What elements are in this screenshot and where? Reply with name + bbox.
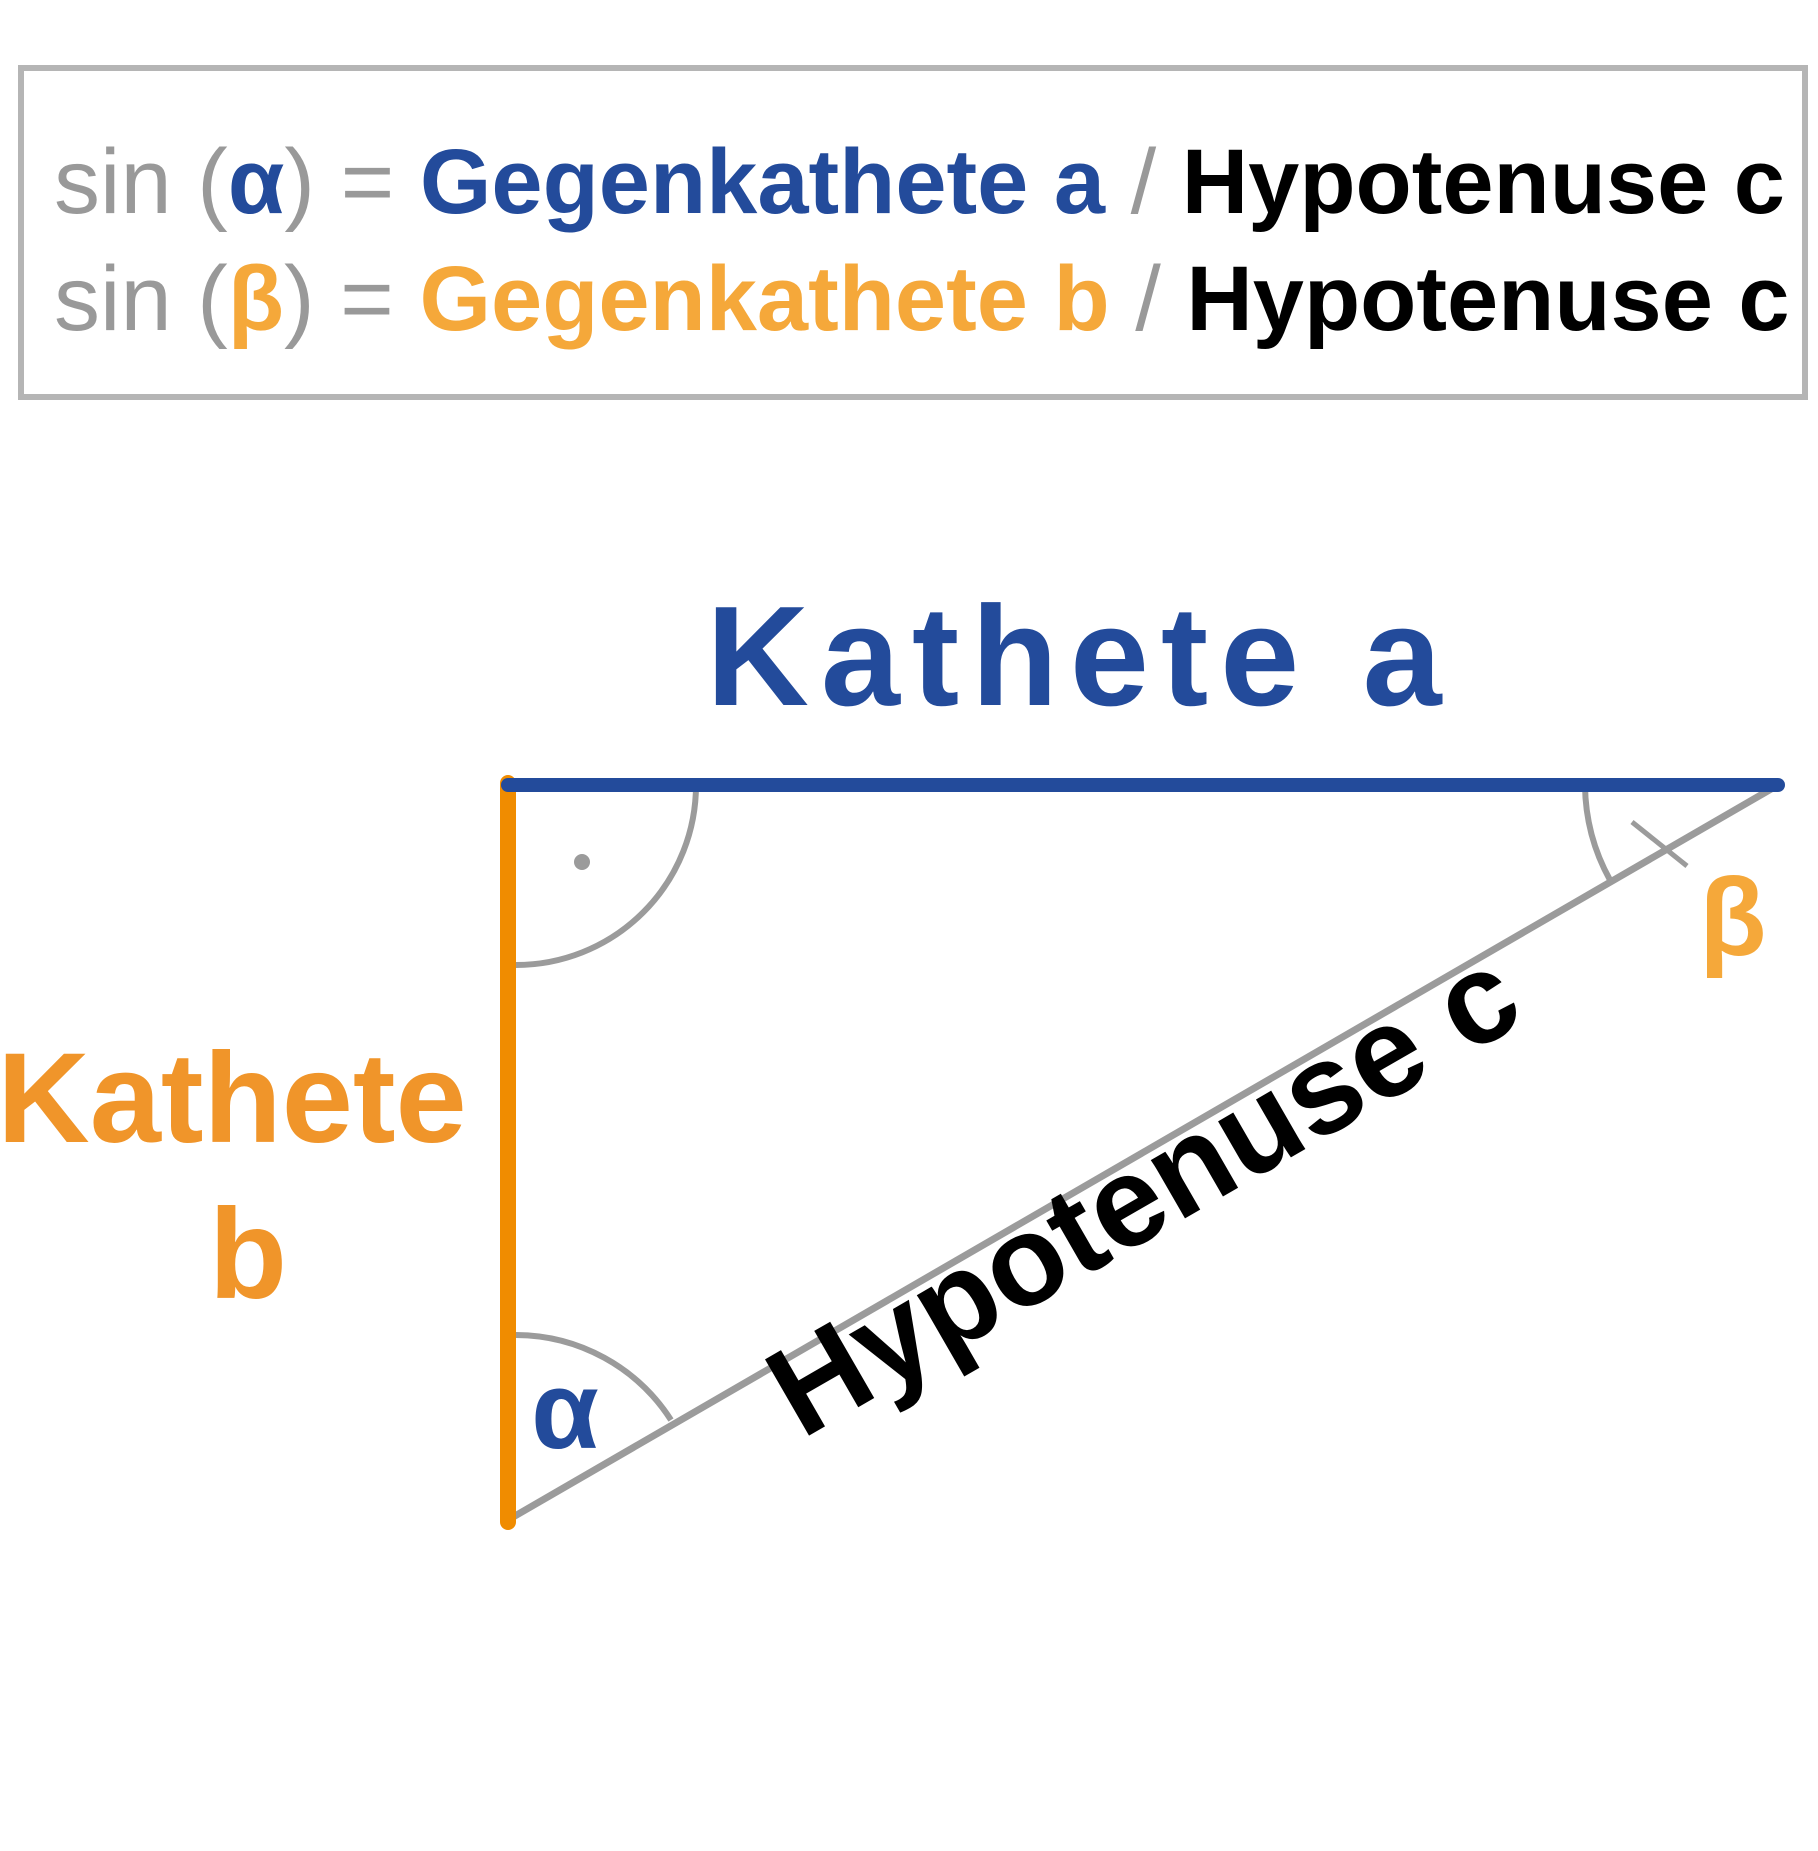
formula-slash: / <box>1135 248 1161 350</box>
angle-beta-label: β <box>1699 856 1766 979</box>
formula-close-paren: ) <box>284 131 316 233</box>
right-angle-dot <box>574 854 590 870</box>
formula-box: sin (α) = Gegenkathete a / Hypotenuse c … <box>18 65 1808 400</box>
formula-function: sin <box>54 248 172 350</box>
side-a-label: Kathete a <box>706 577 1453 736</box>
side-b-label-line1: Kathete <box>0 1027 467 1170</box>
formula-angle-beta: β <box>227 248 284 350</box>
formula-equals: = <box>340 248 394 350</box>
formula-slash: / <box>1130 131 1157 233</box>
angle-alpha-label: α <box>531 1349 599 1472</box>
formula-angle-alpha: α <box>227 131 285 233</box>
formula-numerator-a: Gegenkathete a <box>419 131 1106 233</box>
formula-sin-alpha: sin (α) = Gegenkathete a / Hypotenuse c <box>54 136 1785 228</box>
formula-equals: = <box>340 131 395 233</box>
hypotenuse-label: Hypotenuse c <box>744 921 1542 1464</box>
side-b-label-line2: b <box>209 1183 287 1326</box>
beta-arc <box>1582 784 1613 882</box>
hypotenuse-line <box>506 781 1780 1524</box>
formula-denominator: Hypotenuse c <box>1181 131 1785 233</box>
right-angle-arc <box>515 784 699 968</box>
formula-function: sin <box>54 131 172 233</box>
formula-numerator-b: Gegenkathete b <box>419 248 1110 350</box>
beta-tick-mark <box>1630 820 1689 868</box>
formula-open-paren: ( <box>197 248 228 350</box>
formula-sin-beta: sin (β) = Gegenkathete b / Hypotenuse c <box>54 253 1790 345</box>
formula-denominator: Hypotenuse c <box>1186 248 1790 350</box>
formula-close-paren: ) <box>283 248 315 350</box>
alpha-arc <box>515 1332 674 1422</box>
formula-open-paren: ( <box>197 131 228 233</box>
